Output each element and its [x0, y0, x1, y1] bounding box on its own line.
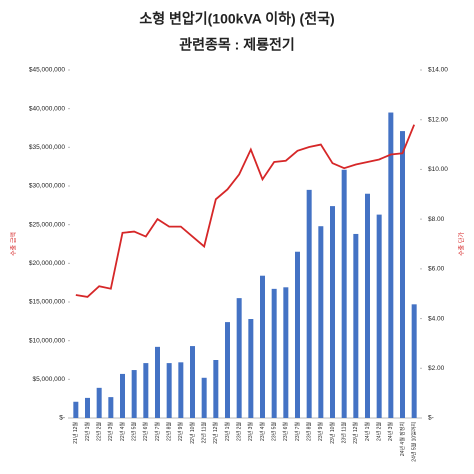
x-tick-label: 23년 1월: [224, 422, 231, 441]
bar: [73, 401, 79, 418]
bar: [388, 112, 394, 419]
bar: [400, 131, 405, 419]
bar: [341, 169, 347, 418]
x-tick-label: 23년 9월: [317, 422, 324, 441]
x-tick-label: 22년 9월: [177, 422, 184, 441]
y2-tick-label: $12.00: [428, 116, 448, 123]
bar: [318, 226, 324, 418]
x-tick-label: 22년 7월: [154, 422, 161, 441]
y2-tick-label: $4.00: [428, 315, 445, 322]
y2-tick-label: $-: [428, 415, 434, 422]
bar: [178, 362, 184, 418]
y-tick-label: $45,000,000: [29, 67, 66, 74]
y-tick-label: $15,000,000: [29, 299, 66, 306]
x-tick-label: 22년 4월: [119, 422, 126, 441]
y-tick-label: $5,000,000: [32, 376, 65, 383]
x-tick-label: 23년 6월: [282, 422, 289, 441]
y-tick-label: $-: [59, 415, 65, 422]
x-tick-label: 22년 5월: [130, 422, 137, 441]
bar: [295, 251, 300, 418]
y2-tick-label: $2.00: [428, 365, 445, 372]
bar: [96, 387, 102, 418]
bar: [330, 206, 335, 418]
y-tick-label: $20,000,000: [29, 260, 66, 267]
y2-tick-label: $8.00: [428, 216, 445, 223]
x-tick-label: 23년 7월: [294, 422, 301, 441]
x-tick-label: 23년 5월: [270, 422, 277, 441]
bar: [365, 193, 370, 418]
x-tick-label: 22년 3월: [107, 422, 114, 441]
y-tick-label: $30,000,000: [29, 183, 66, 190]
x-tick-label: 23년 4월: [259, 422, 266, 441]
y2-tick-label: $10.00: [428, 166, 448, 173]
bar: [108, 397, 114, 418]
x-tick-label: 23년 10월: [329, 422, 336, 444]
x-tick-label: 22년 8월: [165, 422, 172, 441]
y2-tick-label: $6.00: [428, 266, 445, 273]
x-tick-label: 23년 12월: [352, 422, 359, 444]
x-tick-label: 23년 3월: [247, 422, 254, 441]
bar: [271, 288, 277, 418]
bar: [201, 377, 207, 418]
chart-subtitle: 관련종목 : 제룡전기: [179, 37, 294, 53]
bar: [248, 319, 254, 418]
bar: [411, 304, 417, 418]
bar: [131, 370, 137, 418]
x-tick-label: 22년 1월: [84, 422, 91, 441]
x-tick-label: 24년 2월: [375, 422, 382, 441]
x-tick-label: 24년 5월 10일까지: [410, 422, 417, 462]
bar: [190, 346, 195, 418]
bar: [376, 214, 382, 418]
bar: [236, 298, 242, 418]
bar: [85, 397, 90, 418]
bar: [155, 346, 160, 418]
bar: [225, 322, 230, 418]
bar: [283, 287, 289, 418]
chart-title: 소형 변압기(100kVA 이하) (전국): [139, 11, 334, 27]
x-tick-label: 22년 2월: [95, 422, 102, 441]
x-tick-label: 22년 11월: [200, 422, 207, 444]
bar: [143, 363, 149, 418]
y2-tick-label: $14.00: [428, 67, 448, 74]
bar: [120, 373, 125, 418]
line: [75, 124, 416, 298]
x-tick-label: 22년 6월: [142, 422, 149, 441]
x-tick-label: 24년 4월 잠정치: [399, 422, 406, 456]
x-tick-label: 22년 12월: [212, 422, 219, 444]
y-tick-label: $40,000,000: [29, 105, 66, 112]
x-tick-label: 24년 1월: [364, 422, 371, 441]
x-tick-label: 23년 11월: [340, 422, 347, 444]
bar: [260, 275, 265, 418]
y-axis-label: 수출 금액: [10, 232, 18, 256]
y2-axis-label: 수출 단가: [458, 232, 466, 256]
bar: [166, 363, 172, 418]
x-tick-label: 24년 3월: [387, 422, 394, 441]
x-tick-label: 21년 12월: [72, 422, 79, 444]
y-tick-label: $35,000,000: [29, 144, 66, 151]
x-tick-label: 23년 8월: [305, 422, 312, 441]
bar: [353, 233, 359, 418]
bar: [213, 360, 219, 418]
y-tick-label: $25,000,000: [29, 221, 66, 228]
bar: [306, 189, 312, 418]
x-tick-label: 23년 2월: [235, 422, 242, 441]
x-tick-label: 22년 10월: [189, 422, 196, 444]
y-tick-label: $10,000,000: [29, 337, 66, 344]
